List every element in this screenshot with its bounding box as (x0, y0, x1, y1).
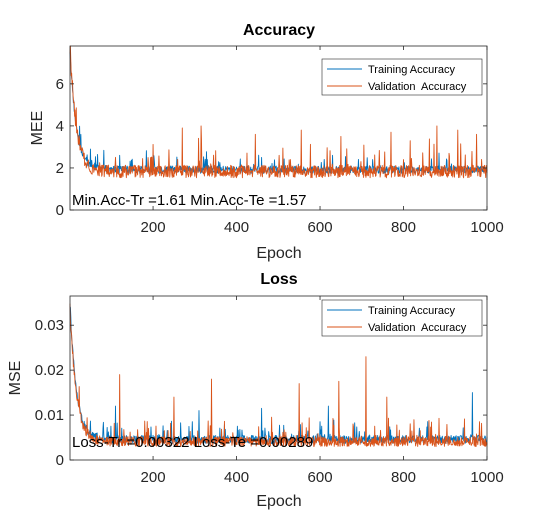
loss-legend-box (321, 299, 483, 337)
loss-legend: Training Accuracy Validation Accuracy (321, 299, 483, 337)
y-tick-label: 4 (56, 118, 64, 135)
loss-ylabel: MSE (7, 361, 24, 396)
accuracy-legend-validation-label: Validation Accuracy (368, 81, 467, 93)
y-tick-label: 6 (56, 76, 64, 93)
accuracy-xlabel: Epoch (256, 245, 301, 262)
loss-xlabel: Epoch (256, 493, 301, 510)
accuracy-title: Accuracy (243, 22, 315, 39)
y-tick-label: 2 (56, 160, 64, 177)
x-tick-label: 1000 (470, 219, 503, 236)
x-tick-label: 400 (224, 469, 249, 486)
loss-title: Loss (260, 271, 297, 288)
accuracy-annotation: Min.Acc-Tr =1.61 Min.Acc-Te =1.57 (72, 192, 307, 209)
y-tick-label: 0.01 (35, 407, 64, 424)
y-tick-label: 0 (56, 452, 64, 469)
y-tick-label: 0 (56, 202, 64, 219)
validation-series-line (69, 45, 488, 179)
x-tick-label: 200 (141, 469, 166, 486)
loss-axes-box (69, 295, 488, 461)
loss-annotation: Loss-Tr =0.00322 Loss-Te =0.00289 (72, 434, 313, 451)
loss-ticks: 200 400 600 800 1000 0 0.01 0.02 0.03 (35, 296, 504, 486)
accuracy-legend-training-label: Training Accuracy (368, 64, 456, 76)
x-tick-label: 400 (224, 219, 249, 236)
validation-series-line (69, 303, 488, 447)
loss-legend-training-label: Training Accuracy (368, 305, 456, 317)
x-tick-label: 1000 (470, 469, 503, 486)
x-tick-label: 800 (391, 469, 416, 486)
accuracy-legend-box (321, 58, 483, 96)
y-tick-label: 0.02 (35, 362, 64, 379)
x-tick-label: 200 (141, 219, 166, 236)
y-tick-label: 0.03 (35, 317, 64, 334)
loss-lines (69, 303, 488, 447)
loss-panel: Loss 200 400 600 800 1000 0 0.01 0.02 0.03 Epoch… (7, 271, 504, 510)
accuracy-ylabel: MEE (29, 111, 46, 146)
accuracy-lines (69, 45, 488, 179)
loss-legend-validation-label: Validation Accuracy (368, 322, 467, 334)
x-tick-label: 600 (308, 219, 333, 236)
x-tick-label: 600 (308, 469, 333, 486)
x-tick-label: 800 (391, 219, 416, 236)
accuracy-legend: Training Accuracy Validation Accuracy (321, 58, 483, 96)
accuracy-axes-box (69, 45, 488, 211)
accuracy-ticks: 200 400 600 800 1000 0 2 4 6 (56, 46, 504, 236)
